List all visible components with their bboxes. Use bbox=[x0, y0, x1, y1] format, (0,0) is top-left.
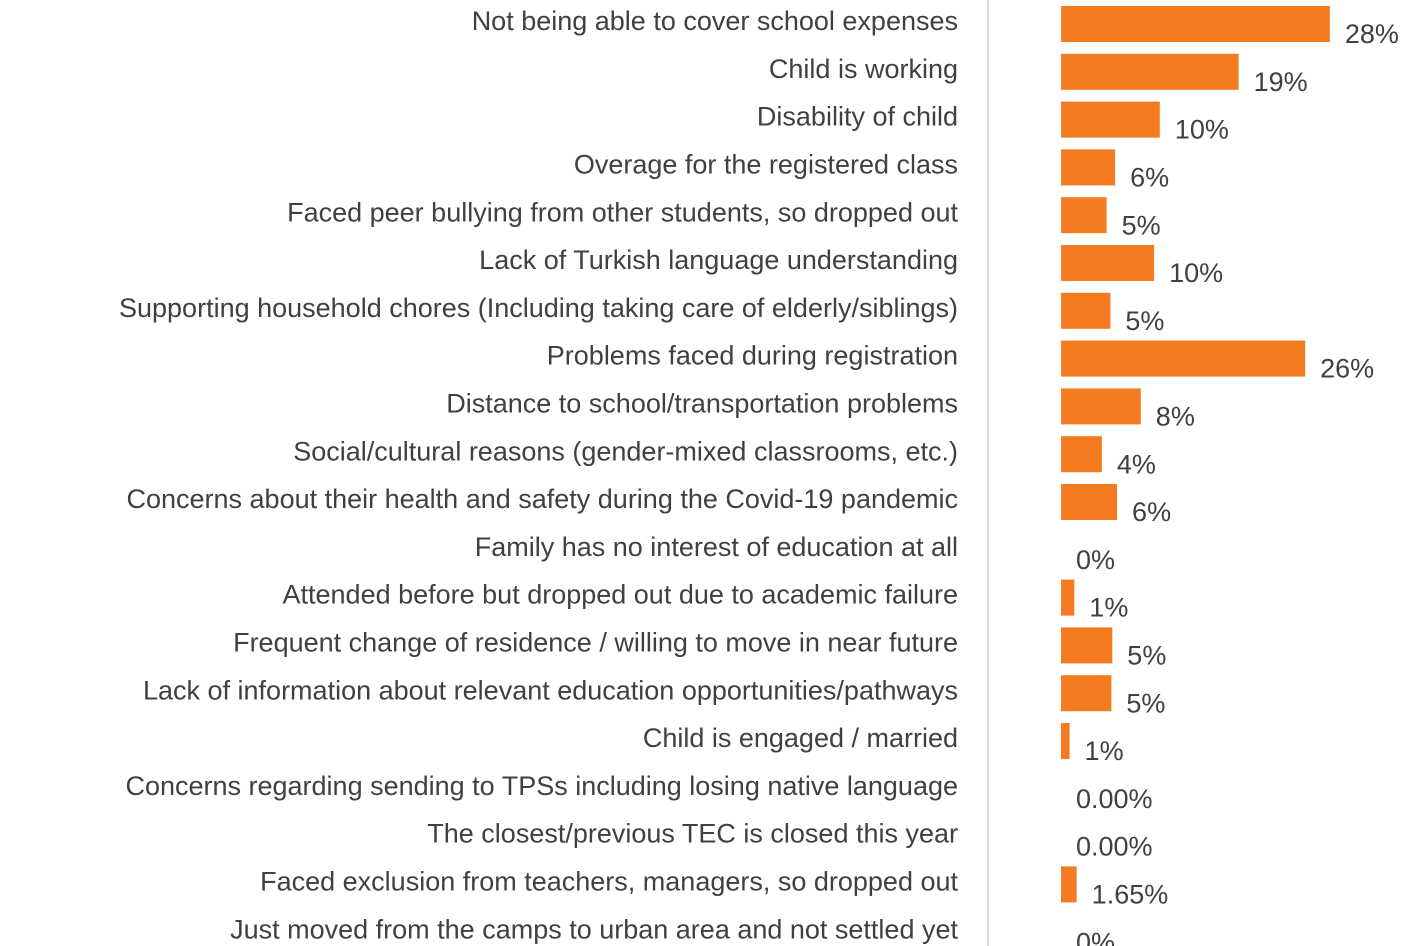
category-label: Family has no interest of education at a… bbox=[475, 532, 958, 562]
value-label: 8% bbox=[1156, 402, 1195, 432]
category-label: Child is working bbox=[769, 54, 958, 84]
value-label: 6% bbox=[1132, 497, 1171, 527]
bar bbox=[1061, 245, 1155, 281]
category-label: Social/cultural reasons (gender-mixed cl… bbox=[293, 436, 958, 466]
category-label: Just moved from the camps to urban area … bbox=[230, 914, 958, 944]
bar bbox=[1061, 101, 1160, 138]
bar bbox=[1061, 53, 1239, 90]
category-label: Frequent change of residence / willing t… bbox=[233, 628, 958, 658]
category-label: Concerns about their health and safety d… bbox=[126, 484, 958, 514]
value-label: 1.65% bbox=[1092, 880, 1169, 910]
category-label: Concerns regarding sending to TPSs inclu… bbox=[125, 771, 958, 801]
value-label: 1% bbox=[1085, 736, 1124, 766]
value-label: 5% bbox=[1122, 210, 1161, 240]
value-label: 28% bbox=[1345, 19, 1399, 49]
value-label: 0% bbox=[1076, 927, 1115, 946]
value-label: 0.00% bbox=[1076, 832, 1153, 862]
category-label: Faced exclusion from teachers, managers,… bbox=[260, 867, 958, 897]
value-label: 4% bbox=[1117, 449, 1156, 479]
bar bbox=[1061, 292, 1111, 329]
category-label: Lack of information about relevant educa… bbox=[143, 675, 958, 705]
bar bbox=[1061, 149, 1116, 186]
category-label: Disability of child bbox=[757, 102, 958, 132]
category-label: Distance to school/transportation proble… bbox=[446, 389, 958, 419]
bar bbox=[1061, 340, 1306, 377]
category-label: Faced peer bullying from other students,… bbox=[287, 197, 958, 227]
bar bbox=[1061, 197, 1107, 234]
bar bbox=[1061, 723, 1070, 759]
category-label: Lack of Turkish language understanding bbox=[479, 245, 958, 275]
value-label: 0% bbox=[1076, 545, 1115, 575]
category-label: Attended before but dropped out due to a… bbox=[283, 580, 958, 610]
value-label: 5% bbox=[1127, 641, 1166, 671]
category-label: The closest/previous TEC is closed this … bbox=[427, 819, 958, 849]
value-label: 0.00% bbox=[1076, 784, 1153, 814]
value-label: 1% bbox=[1089, 593, 1128, 623]
bar bbox=[1061, 866, 1077, 903]
category-label: Supporting household chores (Including t… bbox=[119, 293, 958, 323]
bar bbox=[1061, 388, 1141, 425]
category-label: Problems faced during registration bbox=[547, 341, 958, 371]
bar bbox=[1061, 579, 1075, 616]
bar bbox=[1061, 484, 1118, 520]
category-label: Not being able to cover school expenses bbox=[472, 6, 958, 36]
bar bbox=[1061, 436, 1102, 473]
bar bbox=[1061, 675, 1112, 712]
value-label: 5% bbox=[1126, 688, 1165, 718]
value-label: 19% bbox=[1254, 67, 1308, 97]
bar bbox=[1061, 6, 1330, 42]
value-label: 10% bbox=[1169, 258, 1223, 288]
value-label: 10% bbox=[1175, 115, 1229, 145]
bar bbox=[1061, 627, 1113, 664]
value-label: 6% bbox=[1130, 163, 1169, 193]
category-label: Child is engaged / married bbox=[643, 723, 958, 753]
value-label: 26% bbox=[1320, 354, 1374, 384]
category-label: Overage for the registered class bbox=[574, 150, 958, 180]
value-label: 5% bbox=[1125, 306, 1164, 336]
